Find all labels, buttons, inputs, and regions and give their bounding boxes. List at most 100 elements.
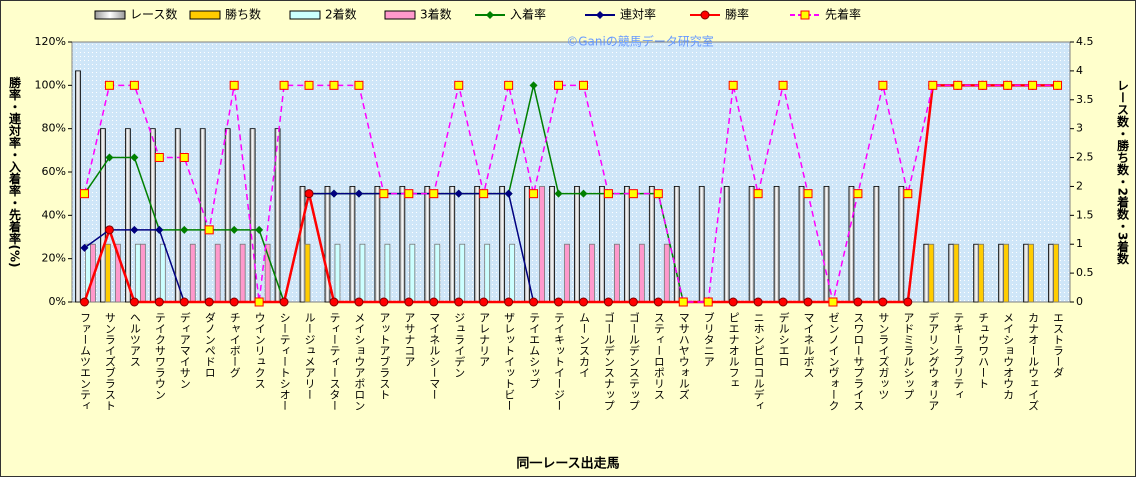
y-tick-label: 100% [35, 78, 66, 91]
x-tick-label: テイクサワラウン [153, 312, 166, 400]
line-marker [154, 297, 164, 307]
bar [75, 70, 81, 303]
legend-label: 3着数 [420, 7, 452, 22]
line-marker [379, 189, 389, 199]
line-marker [529, 81, 538, 90]
x-tick-label: ヘルツアス [128, 312, 141, 367]
line-marker [728, 297, 738, 307]
x-tick-label: ゼンノインヴォーク [827, 312, 840, 411]
y2-tick-label: 0.5 [1076, 266, 1094, 279]
line-marker [329, 189, 338, 198]
line-marker [703, 297, 713, 307]
bar [409, 243, 416, 303]
x-tick-label: スティーロポリス [652, 312, 665, 400]
legend-marker [596, 11, 604, 19]
y-axis-title: 勝率・連対率・入着率・先着率(%) [8, 75, 22, 267]
x-tick-label: マイネルシーマー [428, 312, 441, 400]
line-marker [778, 80, 788, 90]
bar [100, 128, 106, 303]
line-marker [678, 297, 688, 307]
line-marker [279, 80, 289, 90]
line-marker [255, 225, 264, 234]
x-axis-title: 同一レース出走馬 [516, 456, 619, 472]
line-marker [603, 297, 613, 307]
x-tick-label: ニホンピロコルディ [752, 312, 765, 411]
bar [998, 243, 1005, 303]
line-marker [778, 297, 788, 307]
legend-marker [486, 11, 494, 19]
legend-label: 連対率 [620, 7, 656, 22]
line-marker [628, 189, 638, 199]
line-marker [653, 297, 663, 307]
line-marker [454, 80, 464, 90]
line-marker [529, 297, 539, 307]
line-marker [504, 80, 514, 90]
bar [189, 243, 196, 303]
x-tick-label: ウインリュクス [253, 312, 266, 389]
y2-tick-label: 2 [1076, 179, 1083, 192]
bar [623, 186, 630, 303]
line-marker [379, 297, 389, 307]
line-marker [504, 189, 513, 198]
bar [638, 243, 645, 303]
x-tick-label: ファームツエンティ [78, 312, 91, 411]
watermark: ©Ganiの競馬データ研究室 [566, 34, 714, 49]
line-marker [179, 152, 189, 162]
legend-label: レース数 [130, 7, 177, 22]
bar [1028, 243, 1034, 303]
x-tick-label: サンライズブラスト [103, 312, 116, 411]
bar [139, 243, 146, 303]
bar [873, 186, 880, 303]
line-marker [504, 297, 514, 307]
bar [359, 243, 366, 303]
x-tick-label: ザレットイットビー [503, 312, 516, 411]
bar [324, 186, 331, 303]
y2-tick-label: 1 [1076, 237, 1083, 250]
legend-marker [800, 10, 810, 20]
x-tick-label: マイネルボス [802, 312, 815, 378]
legend-label: 入着率 [510, 7, 546, 22]
line-marker [653, 189, 663, 199]
bar [214, 243, 221, 303]
line-marker [554, 297, 564, 307]
y-tick-label: 120% [35, 35, 66, 48]
line-marker [130, 225, 139, 234]
bar [224, 128, 231, 303]
line-marker [903, 189, 913, 199]
line-marker [454, 297, 464, 307]
line-marker [329, 80, 339, 90]
line-marker [953, 80, 963, 90]
line-marker [79, 297, 89, 307]
bar [349, 186, 356, 303]
y2-axis-title: レース数・勝ち数・2着数・3着数 [1116, 80, 1130, 265]
x-tick-label: ゴールデンスナップ [602, 311, 615, 411]
line-marker [803, 189, 813, 199]
bar [928, 243, 935, 303]
line-marker [1028, 80, 1038, 90]
line-marker [304, 80, 314, 90]
line-marker [130, 153, 139, 162]
x-tick-label: メイショウオウカ [1002, 312, 1015, 400]
line-marker [878, 297, 888, 307]
line-marker [578, 297, 588, 307]
x-tick-label: エストラーダ [1052, 312, 1065, 378]
bar [748, 186, 755, 303]
line-marker [454, 189, 463, 198]
bar [898, 186, 905, 303]
line-marker [554, 189, 563, 198]
x-tick-label: アットアブラスト [378, 312, 391, 400]
x-tick-label: アレナリア [478, 312, 491, 367]
line-marker [529, 189, 539, 199]
bar [848, 186, 855, 303]
line-marker [1053, 80, 1063, 90]
y2-tick-label: 4.5 [1076, 35, 1094, 48]
legend-label: 勝ち数 [225, 7, 261, 22]
line-marker [753, 297, 763, 307]
line-marker [204, 225, 214, 235]
bar [574, 186, 580, 303]
line-marker [154, 152, 164, 162]
x-tick-label: シーティートシオー [278, 312, 291, 411]
y2-tick-label: 4 [1076, 64, 1083, 77]
bar [948, 243, 955, 303]
x-tick-label: カナオールウェイズ [1027, 312, 1040, 411]
